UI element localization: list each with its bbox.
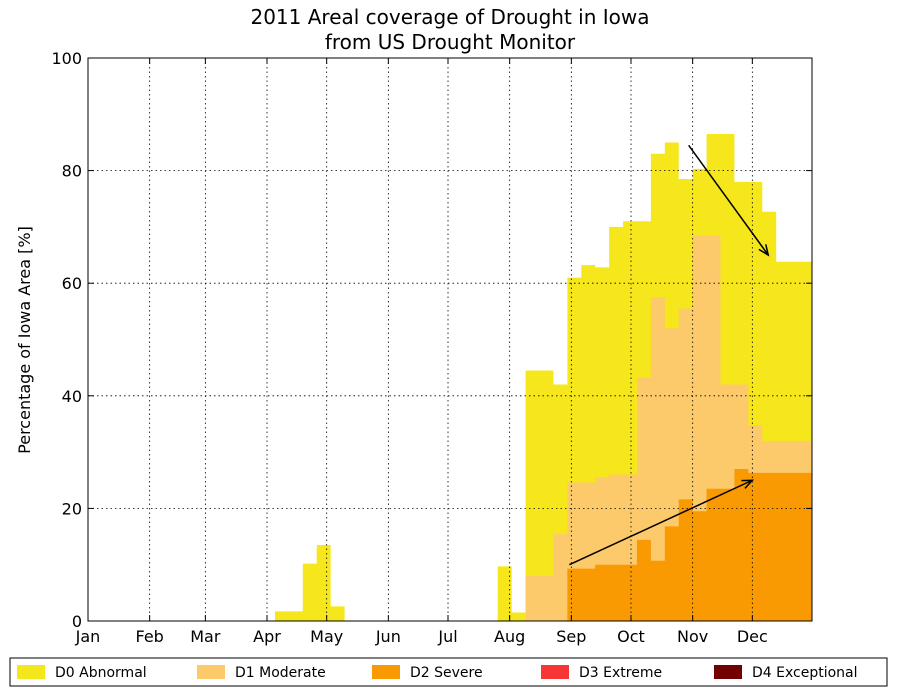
x-tick-label-aug: Aug	[494, 627, 525, 646]
legend-item-d4: D4 Exceptional	[714, 665, 858, 681]
x-tick-label-jul: Jul	[437, 627, 457, 646]
y-axis-ticks: 0 20 40 60 80 100	[51, 49, 812, 631]
x-tick-label-apr: Apr	[253, 627, 281, 646]
legend-label: D1 Moderate	[235, 665, 326, 681]
x-tick-label-may: May	[310, 627, 343, 646]
legend-item-d2: D2 Severe	[372, 665, 483, 681]
chart-title-line-1: 2011 Areal coverage of Drought in Iowa	[250, 5, 649, 29]
chart-title-line-2: from US Drought Monitor	[325, 30, 576, 54]
x-tick-label-mar: Mar	[190, 627, 221, 646]
legend-swatch	[372, 665, 400, 679]
legend-item-d3: D3 Extreme	[541, 665, 662, 681]
x-tick-label-jan: Jan	[75, 627, 101, 646]
legend: D0 Abnormal D1 Moderate D2 Severe D3 Extrem…	[9, 657, 888, 687]
legend-swatch	[541, 665, 569, 679]
x-tick-label-dec: Dec	[737, 627, 768, 646]
y-tick-label: 60	[62, 274, 82, 293]
legend-swatch	[17, 665, 45, 679]
y-tick-label: 20	[62, 499, 82, 518]
y-tick-label: 100	[51, 49, 82, 68]
annotation-arrow	[569, 479, 755, 566]
x-tick-label-nov: Nov	[677, 627, 708, 646]
x-tick-label-sep: Sep	[556, 627, 586, 646]
y-tick-label: 0	[72, 612, 82, 631]
legend-swatch	[197, 665, 225, 679]
legend-item-d0: D0 Abnormal	[17, 665, 147, 681]
x-tick-label-feb: Feb	[135, 627, 163, 646]
plot-area-fills	[274, 134, 812, 621]
y-tick-label: 80	[62, 162, 82, 181]
legend-label: D0 Abnormal	[55, 665, 147, 681]
legend-label: D4 Exceptional	[752, 665, 858, 681]
legend-swatch	[714, 665, 742, 679]
x-tick-label-oct: Oct	[617, 627, 645, 646]
annotation-arrow	[688, 144, 770, 257]
y-tick-label: 40	[62, 387, 82, 406]
legend-label: D3 Extreme	[579, 665, 662, 681]
x-axis-ticks: Jan Feb Mar Apr May Jun Jul Aug Sep Oct Nov Dec	[75, 58, 768, 646]
legend-item-d1: D1 Moderate	[197, 665, 326, 681]
y-axis-label: Percentage of Iowa Area [%]	[15, 226, 34, 454]
arrow-annotations	[569, 144, 770, 566]
x-tick-label-jun: Jun	[375, 627, 401, 646]
legend-label: D2 Severe	[410, 665, 483, 681]
plot-frame	[87, 57, 813, 622]
grid-lines	[88, 58, 812, 621]
area-series-d2	[567, 468, 812, 621]
